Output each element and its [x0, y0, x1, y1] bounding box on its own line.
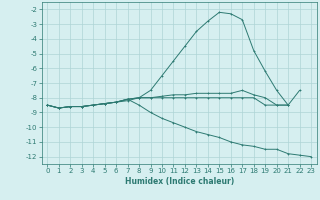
X-axis label: Humidex (Indice chaleur): Humidex (Indice chaleur): [124, 177, 234, 186]
